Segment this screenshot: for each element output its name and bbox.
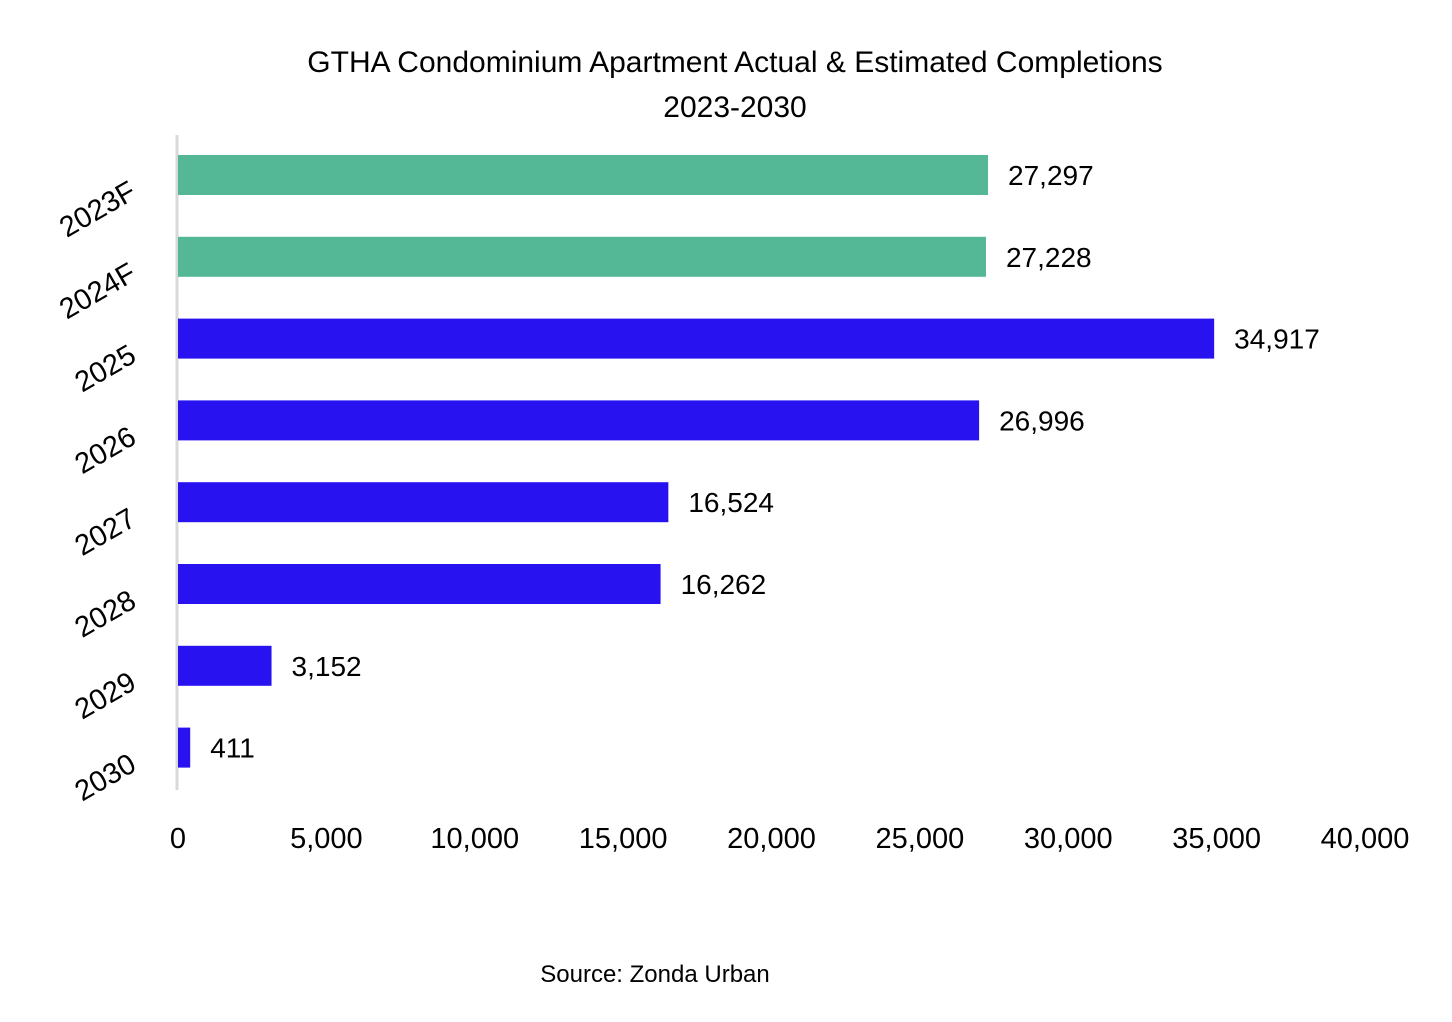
- x-tick-label: 15,000: [579, 823, 668, 855]
- category-label-2024F: 2024F: [54, 257, 141, 326]
- x-tick-label: 30,000: [1024, 823, 1113, 855]
- x-tick-labels-group: 0 5,000 10,000 15,000 20,000 25,000 30,000 35,0…: [170, 823, 1409, 855]
- source-note: Source: Zonda Urban: [540, 961, 769, 988]
- bar-2026: [178, 400, 980, 441]
- category-label-2025: 2025: [70, 339, 142, 399]
- bar-2023F: [178, 155, 989, 195]
- bar-2027: [178, 482, 669, 523]
- x-tick-label: 20,000: [727, 823, 816, 855]
- category-label-2027: 2027: [70, 503, 142, 563]
- data-label-2029: 3,152: [292, 651, 362, 682]
- category-label-2026: 2026: [70, 421, 142, 481]
- x-tick-label: 40,000: [1321, 823, 1410, 855]
- data-label-2025: 34,917: [1234, 324, 1320, 355]
- data-label-2024F: 27,228: [1006, 242, 1092, 273]
- chart-subtitle: 2023-2030: [663, 91, 806, 124]
- category-label-2029: 2029: [70, 666, 142, 726]
- category-labels-group: 2023F 2024F 2025 2026 2027 2028 2029 2030: [54, 175, 141, 808]
- bar-2029: [178, 645, 272, 686]
- bars-group: 27,297 27,228 34,917 26,996 16,524 16,262 3,15…: [178, 155, 1320, 768]
- category-label-2023F: 2023F: [54, 175, 141, 244]
- bar-2024F: [178, 236, 986, 277]
- bar-2028: [178, 564, 661, 604]
- data-label-2028: 16,262: [681, 569, 767, 600]
- x-tick-label: 5,000: [290, 823, 363, 855]
- x-tick-label: 25,000: [876, 823, 965, 855]
- x-tick-label: 35,000: [1172, 823, 1261, 855]
- data-label-2027: 16,524: [688, 487, 774, 518]
- data-label-2026: 26,996: [999, 405, 1085, 436]
- chart-title: GTHA Condominium Apartment Actual & Esti…: [307, 46, 1162, 79]
- x-tick-label: 10,000: [430, 823, 519, 855]
- x-tick-label: 0: [170, 823, 186, 855]
- data-label-2030: 411: [210, 733, 255, 764]
- bar-2025: [178, 318, 1215, 359]
- data-label-2023F: 27,297: [1008, 160, 1094, 191]
- category-label-2028: 2028: [70, 584, 142, 644]
- bar-2030: [178, 727, 191, 768]
- category-label-2030: 2030: [70, 748, 142, 808]
